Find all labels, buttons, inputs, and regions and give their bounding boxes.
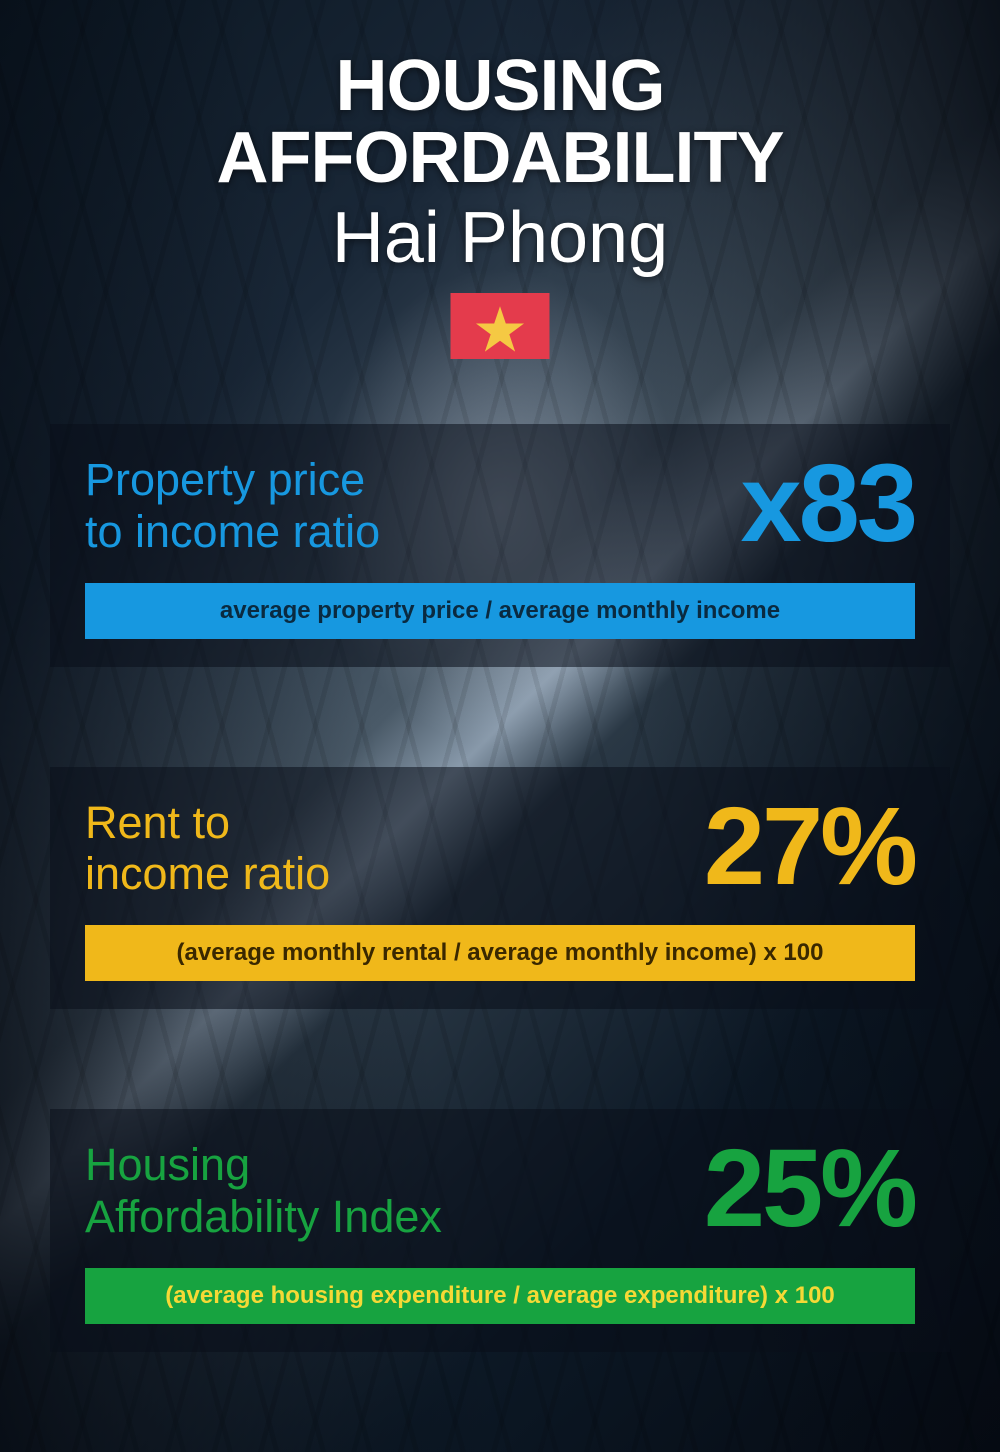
metric-value: 25%	[704, 1139, 915, 1238]
header: HOUSING AFFORDABILITY Hai Phong	[50, 50, 950, 364]
label-line: income ratio	[85, 848, 330, 899]
label-line: Affordability Index	[85, 1191, 442, 1242]
metric-card-rent-ratio: Rent to income ratio 27% (average monthl…	[50, 767, 950, 1010]
metric-card-property-price: Property price to income ratio x83 avera…	[50, 424, 950, 667]
subtitle-city: Hai Phong	[50, 199, 950, 278]
metric-row: Housing Affordability Index 25%	[85, 1139, 915, 1243]
main-title: HOUSING AFFORDABILITY	[50, 50, 950, 194]
metric-row: Property price to income ratio x83	[85, 454, 915, 558]
metric-value: x83	[740, 454, 915, 553]
label-line: Housing	[85, 1139, 250, 1190]
metric-row: Rent to income ratio 27%	[85, 797, 915, 901]
metric-label: Housing Affordability Index	[85, 1139, 442, 1243]
formula-bar: (average monthly rental / average monthl…	[85, 925, 915, 981]
vietnam-flag-icon	[450, 293, 550, 359]
label-line: Rent to	[85, 797, 230, 848]
label-line: Property price	[85, 454, 365, 505]
metric-card-affordability-index: Housing Affordability Index 25% (average…	[50, 1109, 950, 1352]
metric-label: Property price to income ratio	[85, 454, 380, 558]
formula-bar: (average housing expenditure / average e…	[85, 1268, 915, 1324]
metric-label: Rent to income ratio	[85, 797, 330, 901]
formula-bar: average property price / average monthly…	[85, 583, 915, 639]
metric-value: 27%	[704, 797, 915, 896]
content-container: HOUSING AFFORDABILITY Hai Phong Property…	[0, 0, 1000, 1452]
label-line: to income ratio	[85, 506, 380, 557]
